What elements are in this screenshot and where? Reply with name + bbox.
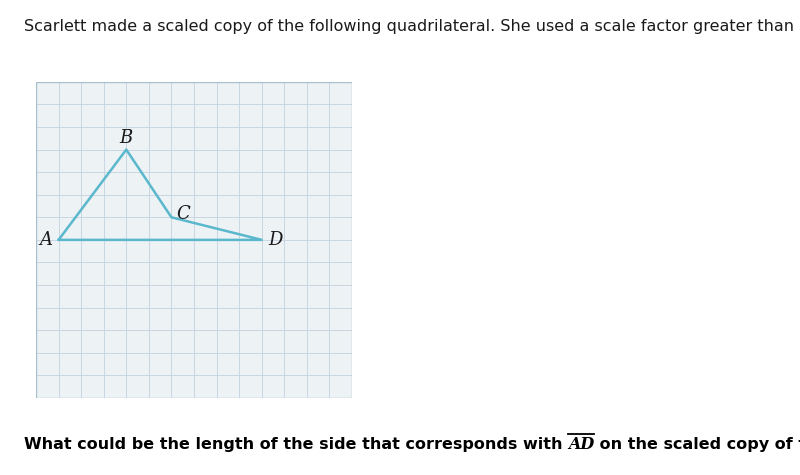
Text: A: A <box>40 231 53 249</box>
Text: Scarlett made a scaled copy of the following quadrilateral. She used a scale fac: Scarlett made a scaled copy of the follo… <box>24 19 800 34</box>
Text: C: C <box>176 205 190 223</box>
Text: on the scaled copy of the quadrilateral?: on the scaled copy of the quadrilateral? <box>594 437 800 452</box>
Text: B: B <box>120 129 133 147</box>
Text: D: D <box>268 231 282 249</box>
Text: AD: AD <box>568 436 594 453</box>
Text: What could be the length of the side that corresponds with: What could be the length of the side tha… <box>24 437 568 452</box>
